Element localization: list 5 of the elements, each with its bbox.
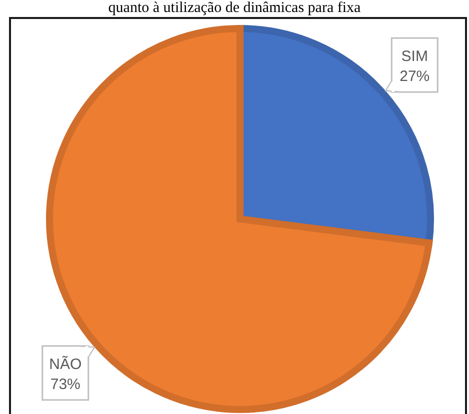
data-label: 27% xyxy=(400,68,430,86)
chart-title: quanto à utilização de dinâmicas para fixa xyxy=(108,0,362,16)
data-label: 73% xyxy=(50,376,80,393)
slice-label: NÃO xyxy=(49,354,82,373)
slice-label: SIM xyxy=(401,48,428,66)
